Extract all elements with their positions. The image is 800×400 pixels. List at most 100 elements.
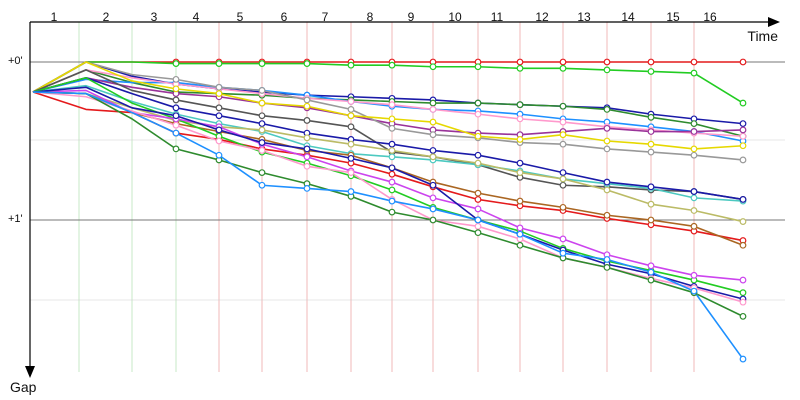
data-point	[347, 188, 355, 195]
data-point	[647, 128, 655, 135]
data-point	[474, 63, 482, 71]
series-lines	[32, 61, 744, 360]
data-point	[215, 83, 223, 91]
data-point	[388, 208, 396, 216]
data-point	[559, 249, 567, 257]
data-point	[739, 58, 747, 66]
data-point	[739, 126, 747, 134]
data-point	[258, 87, 266, 94]
data-point	[690, 287, 698, 295]
data-point	[690, 222, 698, 230]
data-point	[429, 131, 437, 139]
data-point	[429, 181, 437, 189]
data-point	[388, 115, 396, 123]
data-point	[347, 112, 355, 120]
data-point	[474, 132, 482, 140]
data-point	[303, 60, 311, 67]
data-point	[388, 178, 396, 186]
data-point	[258, 139, 266, 146]
lap-label: 8	[367, 10, 374, 24]
data-point	[516, 230, 524, 238]
data-point	[690, 58, 698, 66]
data-point	[739, 355, 747, 363]
data-point	[215, 151, 223, 159]
data-point	[647, 113, 655, 121]
data-point	[690, 207, 698, 214]
data-point	[603, 186, 611, 194]
data-point	[739, 276, 747, 284]
lap-label: 3	[151, 10, 158, 24]
x-axis-label: Time	[747, 28, 778, 44]
data-point	[388, 124, 396, 132]
lap-label: 5	[237, 10, 244, 24]
data-point	[388, 170, 396, 178]
series-line	[32, 69, 744, 201]
data-point	[739, 132, 747, 140]
data-point	[429, 118, 437, 126]
lap-label: 12	[535, 10, 549, 24]
data-point	[559, 58, 567, 66]
data-point	[474, 229, 482, 237]
data-point	[258, 126, 266, 134]
data-point	[603, 105, 611, 113]
data-point	[559, 118, 567, 126]
data-point	[474, 151, 482, 159]
data-point	[690, 188, 698, 195]
data-point	[647, 262, 655, 270]
data-point	[647, 140, 655, 148]
lap-label: 14	[621, 10, 635, 24]
lap-label: 4	[193, 10, 200, 24]
data-point	[559, 140, 567, 148]
data-point	[215, 137, 223, 145]
data-point	[603, 256, 611, 263]
data-point	[559, 64, 567, 72]
data-point	[516, 169, 524, 177]
data-point	[172, 121, 180, 129]
data-point	[172, 60, 180, 67]
grid	[78, 22, 695, 372]
data-point	[347, 61, 355, 69]
data-point	[516, 64, 524, 72]
data-point	[739, 99, 747, 107]
data-point	[474, 196, 482, 203]
data-point	[474, 222, 482, 230]
data-point	[347, 105, 355, 113]
data-point	[474, 110, 482, 118]
data-point	[516, 197, 524, 205]
data-point	[303, 96, 311, 104]
data-point	[603, 178, 611, 186]
data-point	[429, 205, 437, 213]
lap-label: 1	[51, 10, 58, 24]
data-point	[388, 61, 396, 69]
data-point	[215, 112, 223, 120]
data-point	[258, 181, 266, 189]
data-point	[474, 205, 482, 213]
data-point	[429, 194, 437, 202]
data-point	[690, 145, 698, 153]
data-point	[516, 224, 524, 232]
data-point	[603, 264, 611, 271]
data-point	[303, 117, 311, 124]
lap-labels: 1 2 3 4 5 6 7 8 9 10 11 12 13 14 15 16	[51, 10, 717, 24]
data-point	[347, 123, 355, 131]
axes: Time Gap	[10, 17, 780, 395]
data-point	[739, 298, 747, 306]
data-point	[172, 85, 180, 93]
data-point	[739, 241, 747, 249]
data-point	[258, 120, 266, 128]
data-point	[559, 131, 567, 139]
data-point	[603, 66, 611, 74]
data-point	[739, 156, 747, 164]
data-point	[303, 145, 311, 153]
data-point	[474, 189, 482, 197]
lap-label: 11	[491, 10, 504, 24]
data-point	[516, 241, 524, 249]
data-point	[647, 183, 655, 191]
data-point	[388, 140, 396, 148]
data-point	[388, 186, 396, 194]
data-point	[303, 184, 311, 192]
y-tick-label: +0'	[8, 55, 23, 67]
data-point	[559, 175, 567, 183]
data-point	[647, 58, 655, 66]
y-axis-label: Gap	[10, 379, 37, 395]
